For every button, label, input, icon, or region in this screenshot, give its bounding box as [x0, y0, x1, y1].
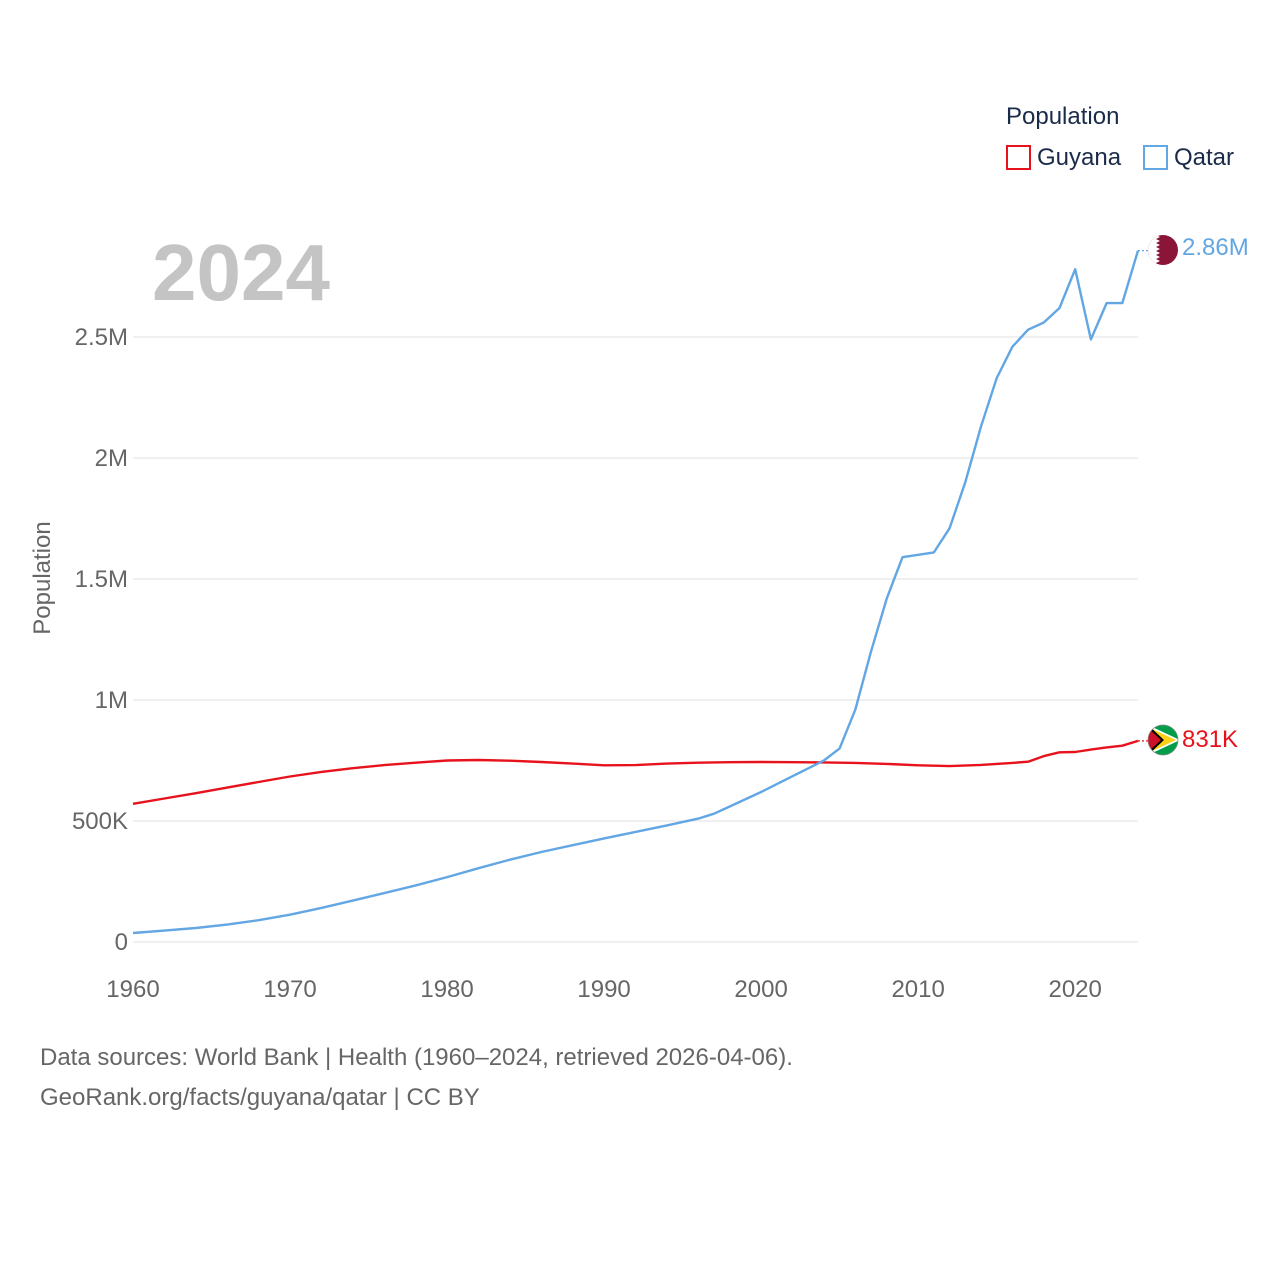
y-tick-label: 1.5M: [75, 566, 128, 593]
legend-item-qatar[interactable]: Qatar: [1143, 144, 1234, 171]
x-tick-label: 2000: [734, 976, 787, 1003]
legend-swatch-guyana: [1006, 145, 1031, 170]
legend-label-qatar: Qatar: [1174, 144, 1234, 171]
x-tick-label: 1980: [420, 976, 473, 1003]
x-tick-label: 1970: [263, 976, 316, 1003]
y-tick-label: 2.5M: [75, 324, 128, 351]
y-axis-title: Population: [29, 521, 56, 634]
population-line-chart: 0 500K 1M 1.5M 2M 2.5M 1960 1970 1980 1990 2000 20…: [29, 103, 1249, 1003]
source-credit-link[interactable]: GeoRank.org/facts/guyana/qatar | CC BY: [40, 1084, 480, 1111]
end-value-label-qatar: 2.86M: [1182, 234, 1249, 261]
series-line-qatar[interactable]: [132, 250, 1140, 935]
y-tick-label: 1M: [95, 687, 128, 714]
data-sources-note: Data sources: World Bank | Health (1960–…: [40, 1044, 793, 1071]
x-tick-label: 1960: [106, 976, 159, 1003]
series-line-guyana[interactable]: [132, 739, 1139, 805]
y-tick-label: 0: [115, 929, 128, 956]
legend-title: Population: [1006, 103, 1119, 130]
y-tick-label: 2M: [95, 445, 128, 472]
guyana-flag-border: [1147, 724, 1179, 756]
year-watermark: 2024: [152, 228, 330, 317]
legend-swatch-qatar: [1143, 145, 1168, 170]
y-tick-label: 500K: [72, 808, 128, 835]
x-tick-label: 1990: [577, 976, 630, 1003]
legend-label-guyana: Guyana: [1037, 144, 1122, 171]
end-value-label-guyana: 831K: [1182, 726, 1238, 753]
guyana-flag-icon: [1148, 725, 1178, 755]
qatar-flag-icon: [1148, 235, 1178, 265]
legend-item-guyana[interactable]: Guyana: [1006, 144, 1122, 171]
x-tick-label: 2020: [1048, 976, 1101, 1003]
x-tick-label: 2010: [891, 976, 944, 1003]
